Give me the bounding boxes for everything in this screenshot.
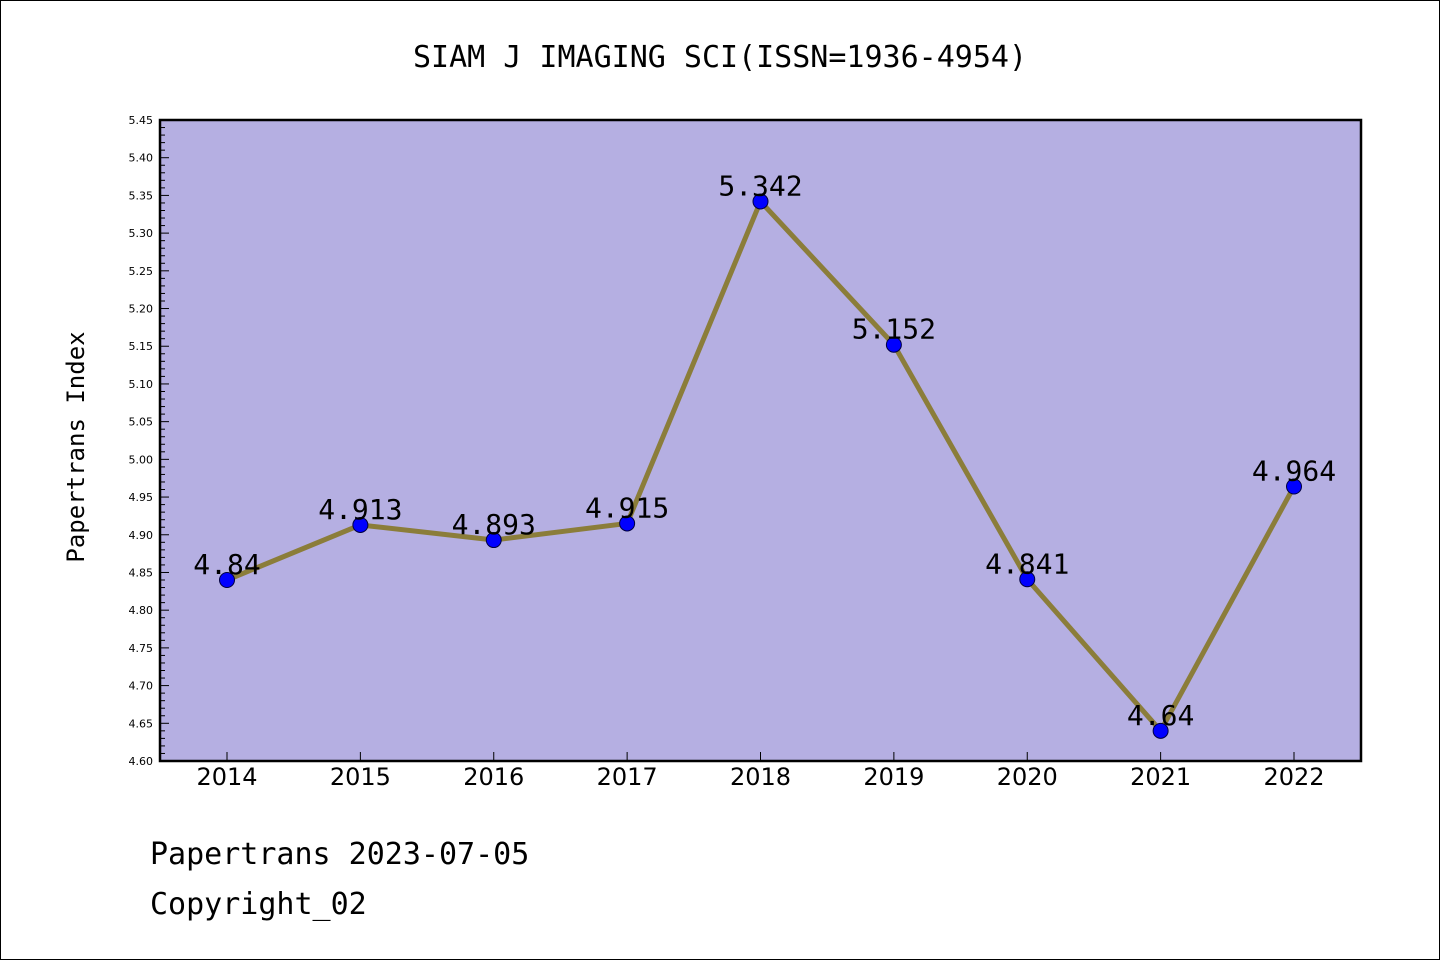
data-label: 4.913 xyxy=(318,493,402,526)
data-point xyxy=(752,193,769,210)
chart-title: SIAM J IMAGING SCI(ISSN=1936-4954) xyxy=(413,40,1027,75)
data-label: 5.152 xyxy=(852,313,936,346)
data-point xyxy=(1152,722,1169,739)
data-label: 5.342 xyxy=(718,169,802,202)
y-tick-label: 4.75 xyxy=(129,642,154,655)
data-label: 4.841 xyxy=(985,547,1069,580)
y-tick-label: 4.60 xyxy=(129,755,154,768)
y-tick-label: 5.15 xyxy=(129,340,154,353)
x-tick-label: 2014 xyxy=(196,763,257,791)
y-tick-label: 5.05 xyxy=(129,416,154,429)
data-point xyxy=(1019,571,1036,588)
y-axis-label: Papertrans Index xyxy=(62,331,90,562)
data-label: 4.84 xyxy=(193,548,260,581)
y-tick-label: 4.65 xyxy=(129,717,154,730)
x-tick-label: 2016 xyxy=(463,763,524,791)
y-tick-label: 4.85 xyxy=(129,566,154,579)
x-tick-label: 2022 xyxy=(1263,763,1324,791)
y-tick-label: 5.40 xyxy=(129,152,154,165)
data-label: 4.64 xyxy=(1127,699,1194,732)
x-tick-label: 2017 xyxy=(597,763,658,791)
x-axis: 2014 2015 2016 2017 2018 2019 2020 2021 2022 xyxy=(196,752,1325,791)
y-tick-label: 5.20 xyxy=(129,303,154,316)
data-labels: 4.84 4.913 4.893 4.915 5.342 5.152 4.841 4.64 4.… xyxy=(193,169,1336,731)
y-tick-label: 5.25 xyxy=(129,265,154,278)
data-label: 4.964 xyxy=(1252,455,1336,488)
footer-copyright: Copyright_02 xyxy=(150,887,367,922)
y-tick-label: 4.95 xyxy=(129,491,154,504)
y-tick-label: 5.00 xyxy=(129,453,154,466)
y-tick-label: 5.35 xyxy=(129,189,154,202)
data-point xyxy=(885,336,902,353)
plot-area xyxy=(158,118,1363,763)
data-point xyxy=(352,516,369,533)
x-tick-label: 2019 xyxy=(863,763,924,791)
data-label: 4.915 xyxy=(585,491,669,524)
x-tick-label: 2018 xyxy=(730,763,791,791)
y-tick-label: 5.45 xyxy=(129,114,154,127)
data-point xyxy=(619,515,636,532)
y-tick-label: 4.70 xyxy=(129,680,154,693)
data-point xyxy=(485,532,502,549)
y-tick-label: 4.80 xyxy=(129,604,154,617)
y-tick-label: 4.90 xyxy=(129,529,154,542)
y-tick-label: 5.10 xyxy=(129,378,154,391)
y-tick-label: 5.30 xyxy=(129,227,154,240)
data-label: 4.893 xyxy=(452,508,536,541)
footer-date: Papertrans 2023-07-05 xyxy=(150,837,529,872)
y-axis: 4.60 4.65 4.70 4.75 4.80 4.85 4.90 4.95 5.00 5.05… xyxy=(129,114,169,768)
x-tick-label: 2021 xyxy=(1130,763,1191,791)
data-point xyxy=(1286,478,1302,495)
series-markers xyxy=(219,193,1302,739)
data-point xyxy=(219,572,235,589)
x-tick-label: 2020 xyxy=(997,763,1058,791)
x-tick-label: 2015 xyxy=(330,763,391,791)
